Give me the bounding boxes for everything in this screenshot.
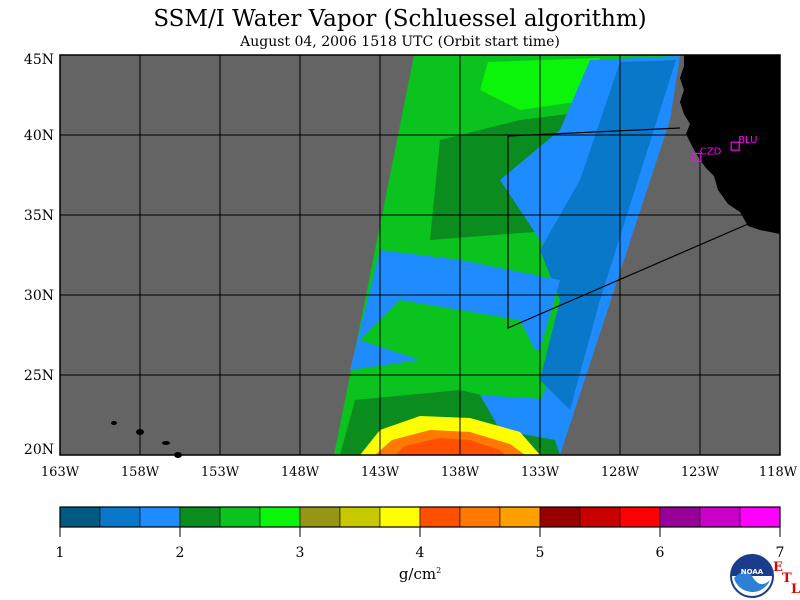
map-border — [59, 54, 781, 456]
colorbar-tick: 7 — [775, 545, 785, 561]
swath-band-darkblue — [540, 60, 676, 410]
units-text: g/cm — [398, 565, 437, 583]
lat-label: 45N — [23, 52, 54, 68]
etl-letter-e: E — [773, 560, 783, 575]
lat-label: 40N — [23, 128, 54, 144]
lat-label: 35N — [23, 208, 54, 224]
lon-label: 128W — [600, 465, 640, 480]
units-superscript: 2 — [436, 566, 442, 575]
colorbar-tick: 2 — [175, 545, 185, 561]
lon-label: 158W — [120, 465, 160, 480]
etl-letter-l: L — [791, 582, 800, 597]
chart-subtitle: August 04, 2006 1518 UTC (Orbit start ti… — [240, 34, 560, 50]
lon-label: 123W — [680, 465, 720, 480]
colorbar-units: g/cm2 — [380, 565, 460, 583]
island-3 — [162, 441, 170, 445]
colorbar-tick: 3 — [295, 545, 305, 561]
land-california — [680, 55, 780, 234]
lon-label: 118W — [758, 465, 798, 480]
lat-label: 25N — [23, 368, 54, 384]
etl-letter-t: T — [782, 571, 792, 586]
lon-label: 148W — [280, 465, 320, 480]
lon-label: 153W — [200, 465, 240, 480]
lon-label: 138W — [440, 465, 480, 480]
colorbar-tick: 1 — [55, 545, 65, 561]
colorbar-tick: 6 — [655, 545, 665, 561]
lon-label: 133W — [520, 465, 560, 480]
station-marker-blu — [730, 141, 740, 151]
station-label-blu: BLU — [738, 135, 757, 146]
lat-label: 30N — [23, 288, 54, 304]
colorbar-tick: 4 — [415, 545, 425, 561]
sector-wedge — [507, 136, 749, 329]
logo-sky — [731, 555, 773, 576]
logo-wave — [734, 571, 770, 593]
sector-top-line — [507, 127, 681, 137]
lat-label: 20N — [23, 442, 54, 458]
colorbar-tick: 5 — [535, 545, 545, 561]
lon-label: 163W — [40, 465, 80, 480]
logo-text: NOAA — [741, 568, 764, 576]
chart-title: SSM/I Water Vapor (Schluessel algorithm) — [153, 6, 647, 32]
swath-band-green-2 — [360, 300, 540, 360]
station-marker-czd — [692, 152, 702, 162]
lon-label: 143W — [360, 465, 400, 480]
station-label-czd: CZD — [700, 146, 722, 157]
swath-band-red-orange — [395, 438, 505, 455]
island-1 — [111, 421, 117, 425]
